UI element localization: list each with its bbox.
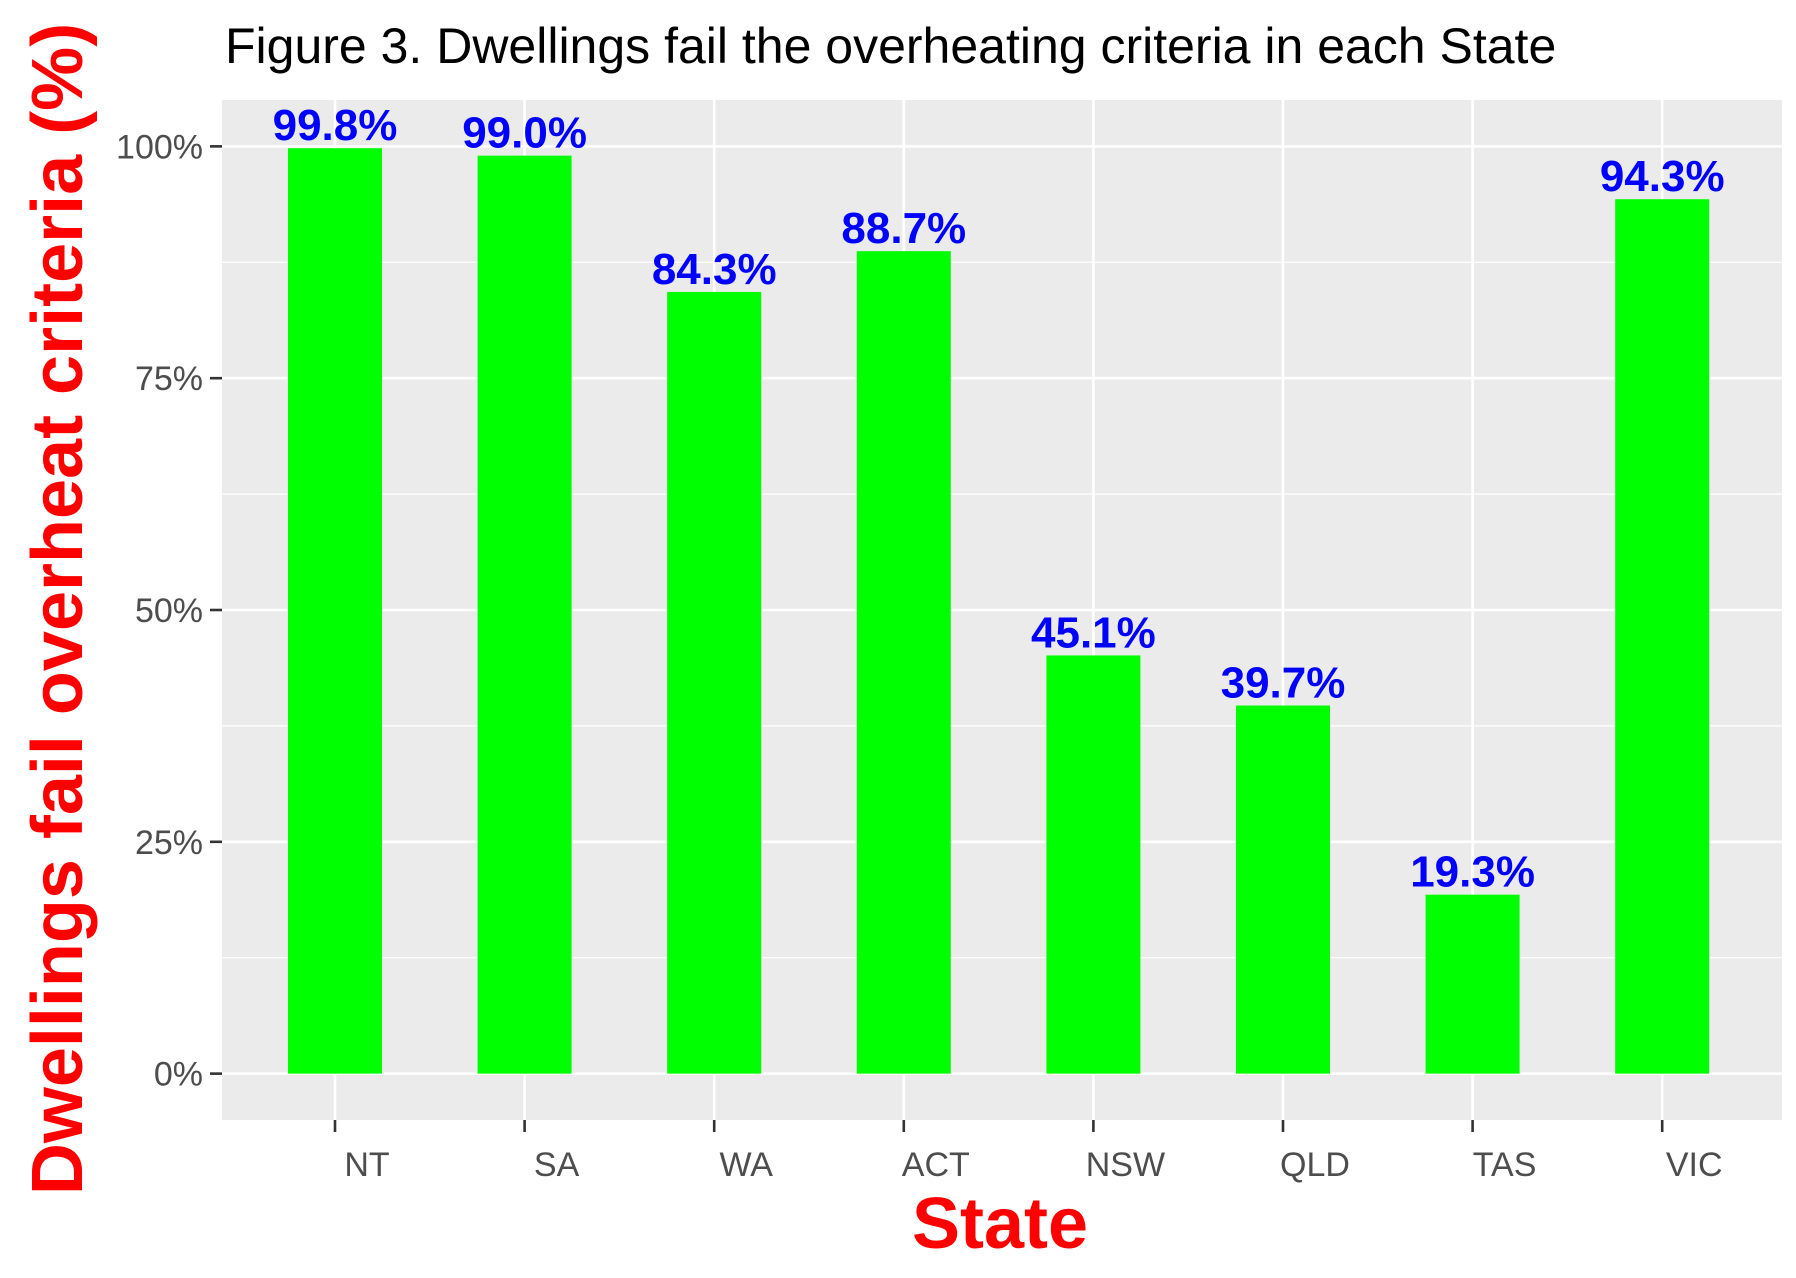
bars [288,148,1710,1074]
y-tick-label: 75% [135,360,203,398]
y-tick-label: 25% [135,824,203,862]
bar-value-label: 94.3% [1600,152,1725,201]
bar-value-label: 88.7% [841,204,966,253]
bar-act [856,251,951,1074]
bar-value-label: 39.7% [1221,659,1346,708]
x-tick-label: WA [719,1146,773,1184]
y-tick-label: 100% [116,128,203,166]
plot-area: 99.8% 99.0% 84.3% 88.7% 45.1% 39.7% 19.3% 94.3% [222,100,1782,1120]
bar-qld [1236,705,1330,1074]
bar-tas [1425,894,1520,1074]
y-tick-label: 0% [154,1056,203,1094]
y-axis-title: Dwellings fail overheat criteria (%) [18,23,98,1195]
x-tick-label: QLD [1280,1146,1350,1184]
bar-value-label: 84.3% [652,245,777,294]
bar-vic [1615,199,1710,1074]
bar-value-label: 99.8% [273,101,398,150]
x-tick-label: SA [534,1146,580,1184]
y-tick-label: 50% [135,592,203,630]
x-tick-label: VIC [1666,1146,1723,1184]
bar-value-label: 19.3% [1410,848,1535,897]
bar-sa [477,155,572,1074]
bar-wa [667,291,762,1074]
bar-value-label: 99.0% [462,109,587,158]
x-axis-title: State [912,1184,1088,1264]
x-axis: NT SA WA ACT NSW QLD TAS VIC [333,1120,1723,1184]
x-tick-label: NSW [1086,1146,1165,1184]
bar-nsw [1046,655,1141,1074]
bar-nt [288,148,382,1074]
bar-value-labels: 99.8% 99.0% 84.3% 88.7% 45.1% 39.7% 19.3% 94.3% [273,101,1725,896]
x-tick-label: TAS [1473,1146,1537,1184]
x-tick-label: ACT [902,1146,970,1184]
y-axis: 0% 25% 50% 75% 100% [116,128,222,1094]
chart-title: Figure 3. Dwellings fail the overheating… [225,18,1556,74]
x-tick-label: NT [344,1146,389,1184]
bar-value-label: 45.1% [1031,608,1156,657]
